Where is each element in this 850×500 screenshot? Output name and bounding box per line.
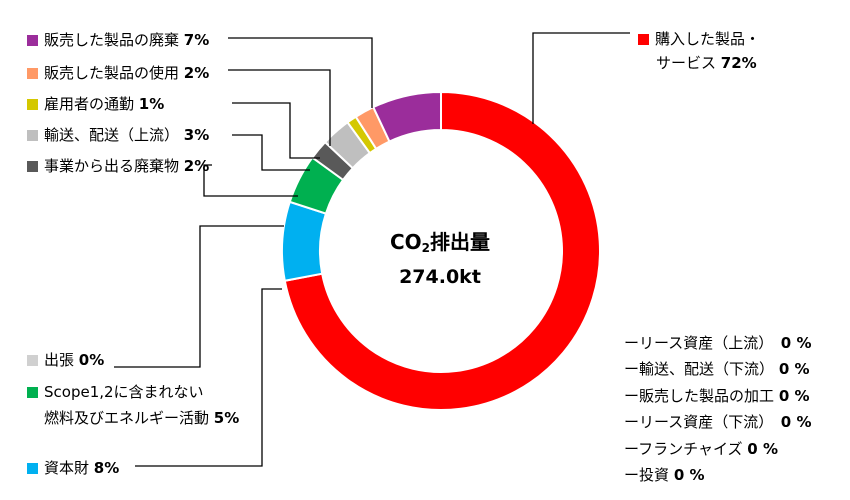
zero-item-leased-assets-upstream: ーリース資産（上流） 0 % <box>624 334 812 352</box>
label-purchased-goods: 購入した製品・ <box>638 29 760 49</box>
value: 72% <box>720 54 757 72</box>
leader-line <box>232 102 320 159</box>
value: 0 % <box>778 387 810 405</box>
donut-segment <box>283 90 601 411</box>
leader-line <box>532 32 630 124</box>
legend-swatch <box>27 130 38 141</box>
zero-item-leased-assets-downstream: ーリース資産（下流） 0 % <box>624 413 812 431</box>
donut-segment <box>281 200 328 282</box>
label-fuel-energy-line2: 燃料及びエネルギー活動 5% <box>44 409 240 427</box>
value: 0% <box>78 351 105 369</box>
value: 0 % <box>778 360 810 378</box>
label-purchased-goods-line2: サービス 72% <box>656 54 757 72</box>
center-value: 274.0kt <box>399 266 481 288</box>
leader-line <box>203 164 298 197</box>
label-sold-product-disposal: 販売した製品の廃棄 7% <box>27 30 209 50</box>
leader-line <box>228 37 373 108</box>
value: 2% <box>183 64 210 82</box>
donut-arcs <box>281 90 601 411</box>
label-sold-product-use: 販売した製品の使用 2% <box>27 63 209 83</box>
legend-swatch <box>27 68 38 79</box>
value: 0 % <box>780 334 812 352</box>
legend-swatch <box>27 387 38 398</box>
leader-line <box>228 69 331 146</box>
leader-lines <box>114 32 630 467</box>
zero-item-investment: ー投資 0 % <box>624 466 705 484</box>
legend-swatch <box>27 463 38 474</box>
leader-line <box>135 288 282 467</box>
legend-swatch <box>27 99 38 110</box>
value: 5% <box>213 409 240 427</box>
zero-item-franchise: ーフランチャイズ 0 % <box>624 440 778 458</box>
center-title: CO2排出量 <box>389 230 491 255</box>
legend-swatch <box>27 355 38 366</box>
legend-swatch <box>638 34 649 45</box>
label-employee-commuting: 雇用者の通勤 1% <box>27 94 164 114</box>
value: 0 % <box>747 440 778 458</box>
value: 0 % <box>780 413 812 431</box>
leader-line <box>114 225 284 368</box>
value: 7% <box>183 31 210 49</box>
value: 3% <box>183 126 210 144</box>
label-capital-goods: 資本財 8% <box>27 458 119 478</box>
label-business-travel: 出張 0% <box>27 350 104 370</box>
value: 8% <box>93 459 120 477</box>
legend-swatch <box>27 35 38 46</box>
legend-swatch <box>27 161 38 172</box>
value: 0 % <box>673 466 705 484</box>
value: 2% <box>183 157 210 175</box>
donut-segment <box>371 90 442 143</box>
value: 1% <box>138 95 165 113</box>
zero-item-downstream-transport: ー輸送、配送（下流） 0 % <box>624 360 810 378</box>
label-upstream-transport: 輸送、配送（上流） 3% <box>27 125 209 145</box>
zero-item-processing: ー販売した製品の加工 0 % <box>624 387 810 405</box>
label-fuel-energy: Scope1,2に含まれない <box>27 382 204 402</box>
label-business-waste: 事業から出る廃棄物 2% <box>27 156 209 176</box>
leader-line <box>232 134 310 171</box>
